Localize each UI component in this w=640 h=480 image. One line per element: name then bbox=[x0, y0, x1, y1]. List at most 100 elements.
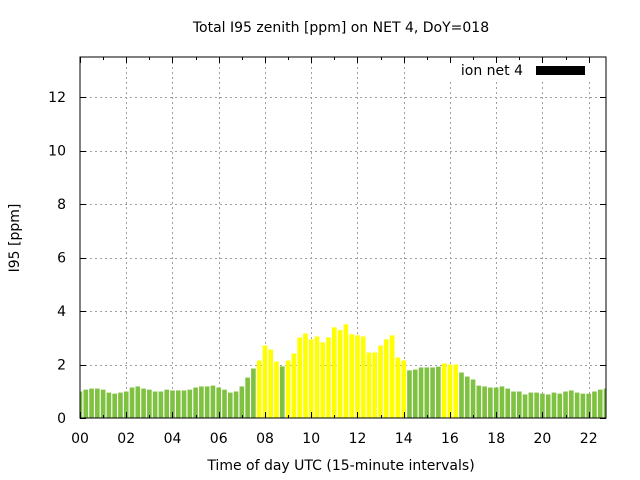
bar bbox=[89, 388, 94, 418]
bar bbox=[216, 387, 222, 418]
bar bbox=[557, 393, 563, 418]
bar bbox=[187, 389, 193, 418]
bar bbox=[418, 367, 424, 418]
bar bbox=[470, 379, 476, 418]
bar bbox=[534, 392, 539, 418]
bar bbox=[384, 339, 389, 418]
bar bbox=[95, 388, 100, 418]
bar bbox=[291, 353, 297, 418]
bar bbox=[239, 386, 245, 418]
y-tick-label: 10 bbox=[48, 144, 66, 160]
bar bbox=[505, 388, 511, 418]
chart-title: Total I95 zenith [ppm] on NET 4, DoY=018 bbox=[192, 20, 489, 36]
bar bbox=[488, 387, 493, 418]
x-tick-label: 04 bbox=[164, 431, 182, 447]
bar bbox=[251, 368, 256, 418]
axis-ticks bbox=[80, 57, 606, 419]
bar bbox=[597, 389, 603, 418]
bar bbox=[389, 335, 395, 418]
bar bbox=[129, 387, 135, 418]
bar bbox=[268, 349, 274, 418]
bar bbox=[320, 342, 326, 418]
bar bbox=[337, 330, 343, 418]
bar bbox=[175, 390, 181, 418]
bar bbox=[447, 364, 453, 418]
bar bbox=[511, 391, 516, 418]
bar bbox=[586, 393, 591, 418]
bar bbox=[297, 337, 302, 418]
x-tick-label: 06 bbox=[210, 431, 228, 447]
bar bbox=[580, 393, 586, 418]
x-tick-label: 14 bbox=[395, 431, 413, 447]
bar bbox=[493, 387, 499, 418]
bar bbox=[158, 391, 164, 418]
bar bbox=[464, 376, 470, 418]
y-tick-label: 12 bbox=[48, 90, 66, 106]
bar bbox=[204, 386, 210, 418]
bar bbox=[83, 389, 89, 418]
x-tick-label: 00 bbox=[71, 431, 89, 447]
bar bbox=[412, 369, 418, 418]
bar bbox=[424, 367, 430, 418]
bar bbox=[499, 386, 505, 418]
bar bbox=[459, 372, 464, 418]
bar bbox=[574, 392, 580, 418]
y-axis-label: I95 [ppm] bbox=[7, 204, 23, 273]
bar bbox=[256, 360, 262, 418]
y-tick-label: 8 bbox=[57, 197, 66, 213]
bar bbox=[233, 391, 239, 418]
bar bbox=[366, 352, 372, 418]
bar bbox=[245, 377, 250, 418]
x-tick-label: 16 bbox=[441, 431, 459, 447]
bar bbox=[135, 386, 141, 418]
bar bbox=[326, 337, 331, 418]
bar bbox=[436, 366, 441, 418]
bar bbox=[603, 388, 606, 418]
bar bbox=[343, 324, 349, 418]
bar bbox=[563, 391, 568, 418]
bar bbox=[170, 390, 175, 418]
bar bbox=[308, 339, 314, 418]
bar bbox=[360, 336, 366, 418]
bar bbox=[528, 392, 534, 418]
x-tick-label: 22 bbox=[580, 431, 598, 447]
bar bbox=[407, 370, 412, 418]
bar bbox=[401, 360, 406, 418]
x-tick-label: 10 bbox=[302, 431, 320, 447]
bar bbox=[349, 334, 354, 418]
legend: ion net 4 bbox=[461, 63, 585, 79]
bar bbox=[285, 360, 291, 418]
bar bbox=[516, 391, 522, 418]
legend-swatch bbox=[536, 66, 585, 75]
y-tick-label: 4 bbox=[57, 304, 66, 320]
y-tick-label: 2 bbox=[57, 358, 66, 374]
x-tick-label: 18 bbox=[487, 431, 505, 447]
bar bbox=[123, 391, 129, 418]
x-tick-label: 20 bbox=[533, 431, 551, 447]
bar bbox=[395, 357, 401, 418]
x-tick-label: 12 bbox=[349, 431, 367, 447]
y-tick-label: 0 bbox=[57, 411, 66, 427]
bar bbox=[227, 392, 233, 418]
bar bbox=[545, 394, 551, 418]
bar bbox=[262, 345, 268, 418]
bar bbox=[314, 336, 320, 418]
x-tick-label: 08 bbox=[256, 431, 274, 447]
bar bbox=[106, 392, 112, 418]
bar bbox=[522, 394, 528, 418]
bar bbox=[551, 392, 557, 418]
bar bbox=[222, 389, 227, 418]
bar bbox=[147, 389, 152, 418]
bar bbox=[274, 361, 279, 418]
bar bbox=[569, 390, 574, 418]
bar bbox=[164, 389, 170, 418]
bar bbox=[210, 385, 216, 418]
bar bbox=[476, 385, 482, 418]
bar bbox=[80, 391, 83, 418]
bar bbox=[112, 393, 117, 418]
bar bbox=[332, 327, 337, 418]
plot-border bbox=[79, 56, 607, 419]
grid bbox=[80, 57, 606, 418]
